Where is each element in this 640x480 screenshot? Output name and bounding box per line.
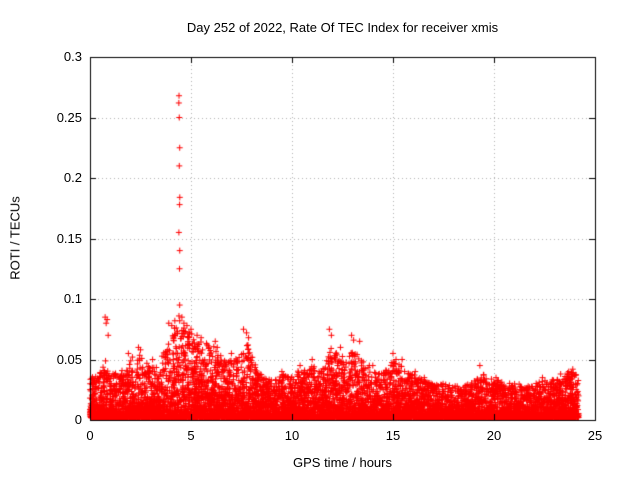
y-tick-label: 0.25 [56,109,82,125]
y-tick-label: 0.05 [56,351,82,367]
y-tick-label: 0.2 [63,170,82,185]
x-axis-label: GPS time / hours [293,455,392,470]
y-tick-label: 0.1 [63,291,82,306]
chart-title: Day 252 of 2022, Rate Of TEC Index for r… [186,20,499,35]
x-tick-label: 10 [284,428,300,443]
x-tick-label: 15 [385,428,401,443]
x-tick-label: 0 [86,428,94,443]
x-tick-label: 20 [486,428,502,443]
y-tick-label: 0 [74,412,82,427]
y-tick-label: 0.3 [63,49,82,64]
x-tick-label: 25 [587,428,603,443]
y-tick-label: 0.15 [56,230,82,246]
x-tick-label: 5 [187,428,195,443]
